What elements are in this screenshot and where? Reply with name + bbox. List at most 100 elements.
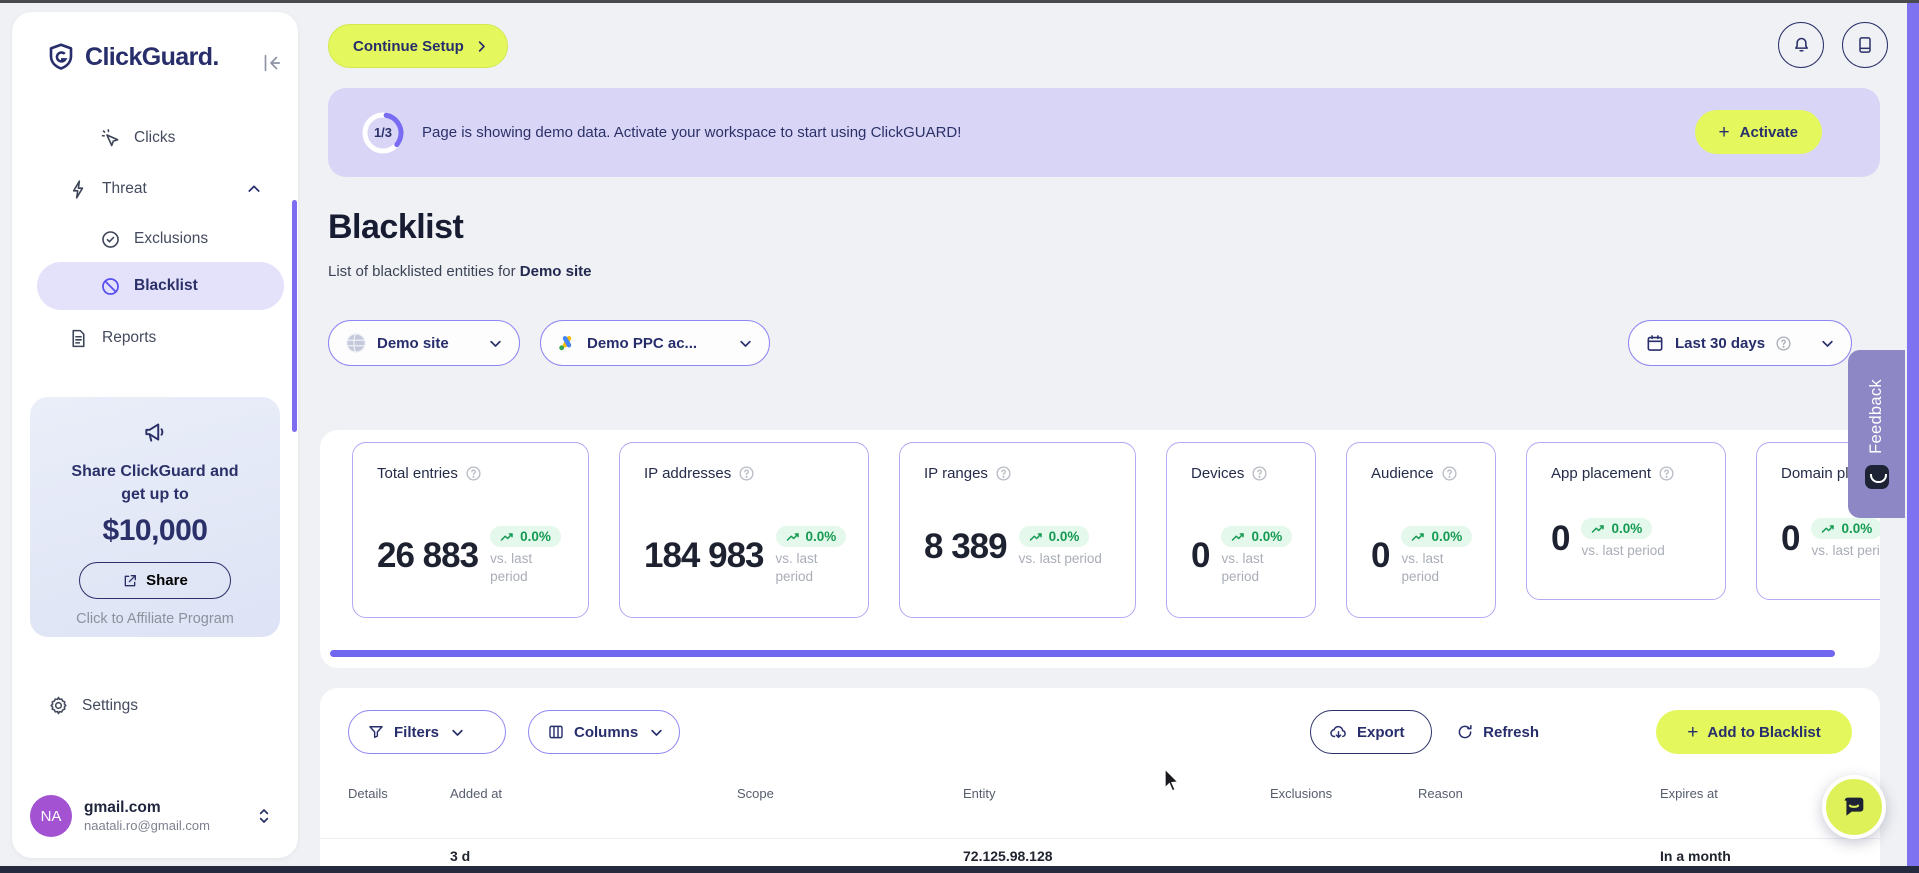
stat-label: IP ranges (924, 465, 988, 482)
stat-card: IP ranges 8 389 0.0% vs. last period (899, 442, 1136, 618)
trend-up-icon (786, 531, 801, 543)
sidebar-collapse-icon[interactable] (260, 52, 282, 74)
table-header-row: Details Added at Scope Entity Exclusions Reas… (348, 786, 1718, 801)
export-button[interactable]: Export (1310, 710, 1432, 754)
stat-delta-badge: 0.0% (1221, 526, 1293, 547)
affiliate-promo-card[interactable]: Share ClickGuard and get up to $10,000 S… (30, 397, 280, 637)
docs-button[interactable] (1842, 22, 1888, 68)
account-switcher[interactable]: NA gmail.com naatali.ro@gmail.com (30, 790, 280, 842)
notifications-button[interactable] (1778, 22, 1824, 68)
columns-icon (547, 723, 565, 741)
stat-delta-badge: 0.0% (1581, 518, 1653, 539)
stat-value: 0 (1191, 535, 1210, 575)
sidebar-item-label: Blacklist (134, 277, 198, 294)
chevron-down-icon (649, 725, 664, 740)
chevron-right-icon (474, 39, 489, 54)
chat-widget-button[interactable] (1822, 775, 1886, 839)
columns-button[interactable]: Columns (528, 710, 680, 754)
trend-up-icon (1411, 531, 1426, 543)
plus-icon: + (1687, 721, 1699, 743)
stat-value: 184 983 (644, 535, 765, 575)
trend-up-icon (1821, 523, 1836, 535)
stat-value: 8 389 (924, 526, 1008, 566)
promo-amount: $10,000 (102, 514, 208, 548)
column-header[interactable]: Scope (737, 786, 774, 801)
sidebar-item-settings[interactable]: Settings (48, 695, 138, 716)
sidebar: ClickGuard. Clicks Threat Exclusions Bla… (12, 12, 298, 858)
plus-icon: + (1718, 121, 1730, 143)
cloud-download-icon (1329, 723, 1348, 742)
subtitle-site-name: Demo site (519, 263, 592, 280)
refresh-icon (1456, 723, 1474, 741)
demo-data-banner: 1/3 Page is showing demo data. Activate … (328, 88, 1880, 177)
sidebar-item-blacklist[interactable]: Blacklist (37, 262, 284, 310)
shield-logo-icon (46, 42, 76, 72)
sidebar-item-threat[interactable]: Threat (12, 170, 298, 208)
help-circle-icon[interactable] (465, 465, 482, 482)
help-circle-icon[interactable] (995, 465, 1012, 482)
stat-label: Audience (1371, 465, 1434, 482)
date-range-selector[interactable]: Last 30 days (1628, 320, 1852, 366)
stats-row: Total entries 26 883 0.0% vs. last perio… (352, 442, 1880, 618)
banner-message: Page is showing demo data. Activate your… (422, 124, 962, 141)
chevron-down-icon (738, 336, 753, 351)
chat-logo-icon (1864, 465, 1889, 490)
stat-delta-badge: 0.0% (1811, 518, 1880, 539)
globe-icon (345, 332, 367, 354)
chevron-down-icon (1820, 336, 1835, 351)
filters-button[interactable]: Filters (348, 710, 506, 754)
brand-logo[interactable]: ClickGuard. (46, 42, 219, 72)
column-header[interactable]: Added at (450, 786, 503, 801)
chevron-up-down-icon[interactable] (256, 807, 272, 825)
sidebar-item-exclusions[interactable]: Exclusions (12, 220, 298, 258)
megaphone-icon (142, 419, 168, 445)
feedback-label: Feedback (1867, 378, 1885, 454)
column-header[interactable]: Reason (1418, 786, 1463, 801)
trend-up-icon (1029, 531, 1044, 543)
cell-entity: 72.125.98.128 (963, 848, 1053, 864)
stat-note: vs. last period (490, 551, 533, 584)
sidebar-scrollbar[interactable] (292, 200, 297, 432)
help-circle-icon[interactable] (1251, 465, 1268, 482)
cursor-click-icon (100, 128, 121, 149)
stat-card: App placement 0 0.0% vs. last period (1526, 442, 1726, 600)
blacklist-table-panel: Filters Columns Export Refresh (320, 688, 1880, 873)
stat-card: Total entries 26 883 0.0% vs. last perio… (352, 442, 589, 618)
chevron-up-icon[interactable] (246, 181, 262, 197)
continue-setup-button[interactable]: Continue Setup (328, 24, 508, 68)
stat-delta-badge: 0.0% (775, 526, 847, 547)
stats-horizontal-scrollbar[interactable] (330, 650, 1835, 657)
add-to-blacklist-button[interactable]: + Add to Blacklist (1656, 710, 1852, 754)
calendar-icon (1645, 333, 1665, 353)
table-row[interactable]: 3 d 72.125.98.128 In a month (348, 848, 1731, 864)
setup-progress-ring: 1/3 (360, 110, 406, 156)
site-selector[interactable]: Demo site (328, 320, 520, 366)
refresh-button[interactable]: Refresh (1448, 710, 1547, 754)
share-button[interactable]: Share (79, 562, 231, 600)
column-header[interactable]: Entity (963, 786, 996, 801)
column-header[interactable]: Expires at (1660, 786, 1718, 801)
sidebar-item-label: Clicks (134, 129, 176, 146)
column-header[interactable]: Details (348, 786, 388, 801)
help-circle-icon[interactable] (1441, 465, 1458, 482)
stat-note: vs. last period (1018, 551, 1102, 566)
column-header[interactable]: Exclusions (1270, 786, 1333, 801)
avatar: NA (30, 795, 72, 837)
help-circle-icon[interactable] (738, 465, 755, 482)
promo-title: Share ClickGuard and get up to (71, 463, 239, 504)
sidebar-item-clicks[interactable]: Clicks (12, 119, 298, 157)
google-ads-icon (557, 333, 577, 353)
window-top-edge (0, 0, 1919, 3)
sidebar-item-label: Threat (102, 180, 147, 197)
report-document-icon (68, 328, 89, 349)
stat-note: vs. last period (1221, 551, 1264, 584)
ppc-account-selector[interactable]: Demo PPC ac... (540, 320, 770, 366)
trend-up-icon (500, 531, 515, 543)
activate-button[interactable]: + Activate (1694, 110, 1822, 154)
help-circle-icon[interactable] (1658, 465, 1675, 482)
feedback-tab[interactable]: Feedback (1848, 350, 1905, 518)
sidebar-item-reports[interactable]: Reports (12, 319, 298, 357)
page-vertical-scrollbar[interactable] (1907, 3, 1919, 866)
stat-delta-badge: 0.0% (490, 526, 561, 547)
stat-card: Devices 0 0.0% vs. last period (1166, 442, 1316, 618)
